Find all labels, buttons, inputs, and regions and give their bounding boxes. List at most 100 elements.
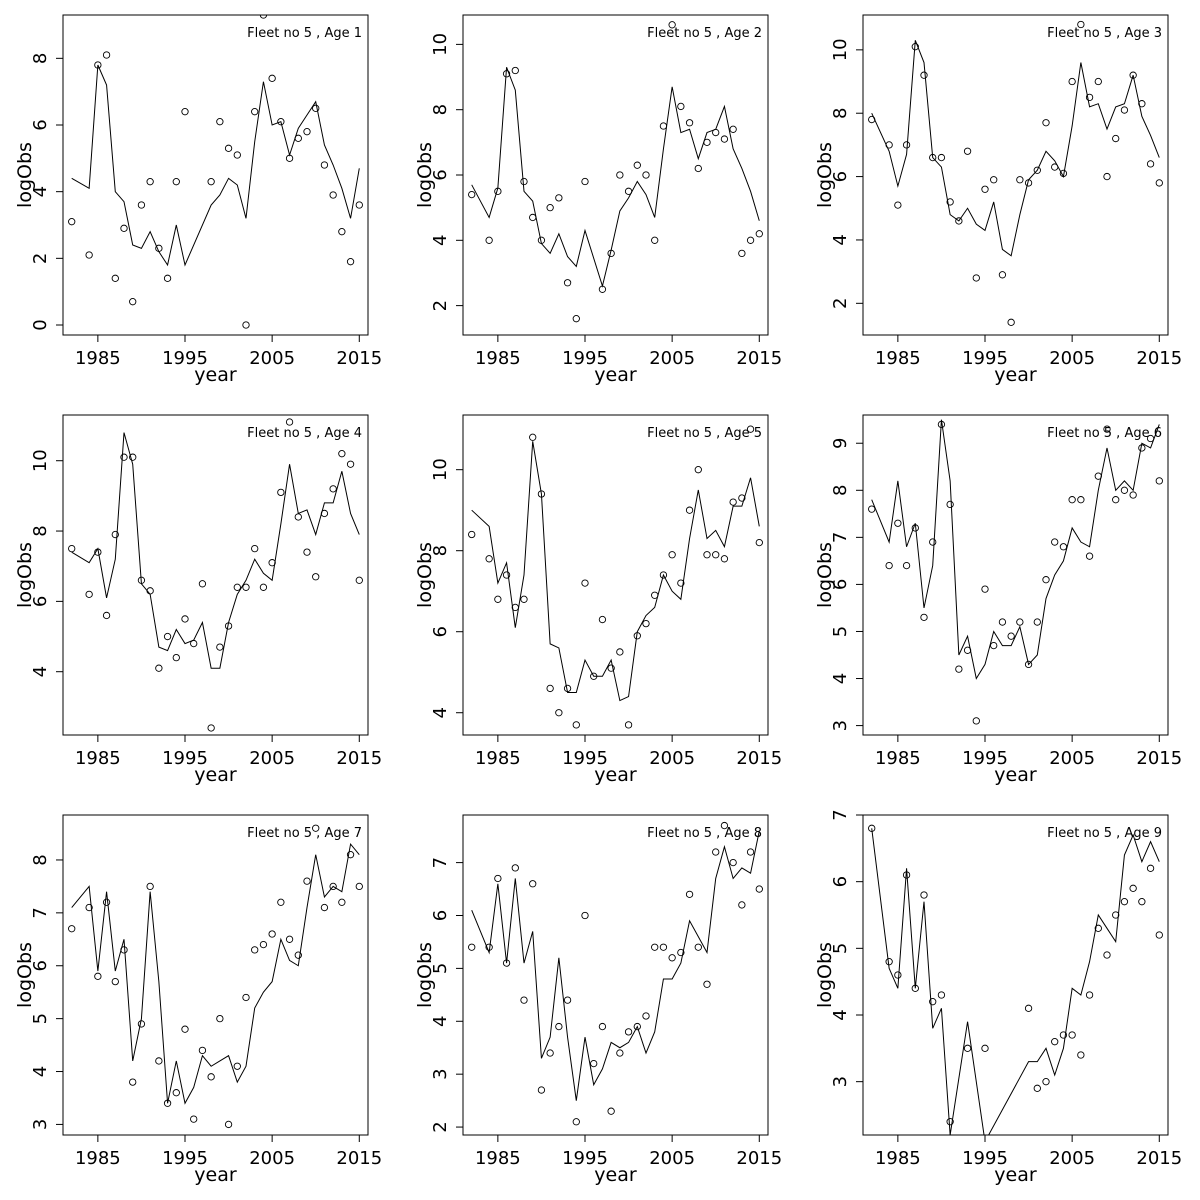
- observation-point: [581, 911, 589, 920]
- observation-point: [338, 898, 346, 906]
- observation-point: [1051, 163, 1059, 171]
- observation-point: [468, 190, 476, 199]
- observation-point: [694, 466, 702, 474]
- observation-point: [242, 321, 250, 329]
- plot-box: [862, 414, 1169, 736]
- observation-point: [738, 494, 746, 502]
- observation-point: [172, 178, 180, 186]
- observation-point: [468, 943, 476, 951]
- data-layer: [68, 15, 363, 329]
- data-layer: [468, 425, 763, 729]
- y-axis-label: logObs: [14, 142, 36, 208]
- y-tick-label: 4: [30, 1066, 51, 1077]
- observation-point: [129, 453, 137, 461]
- y-tick-label: 3: [30, 1119, 51, 1130]
- observation-point: [598, 615, 607, 624]
- observation-point: [129, 1078, 137, 1086]
- panel-2: 1985 1995 2005 2015 2 4 6 8 10 Fleet no 5 , Age …: [414, 14, 782, 386]
- observation-point: [937, 153, 946, 162]
- x-tick-label: 2015: [336, 1148, 382, 1169]
- observation-point: [642, 619, 650, 628]
- observation-point: [312, 104, 320, 112]
- x-tick-label: 1995: [962, 748, 1008, 769]
- axes-layer: 1985 1995 2005 2015 0 2 4 6 8: [30, 53, 382, 369]
- fitted-line: [71, 842, 360, 1105]
- observation-point: [624, 187, 633, 195]
- observation-point: [511, 603, 519, 612]
- observation-point: [216, 118, 224, 126]
- y-tick-label: 10: [430, 458, 451, 481]
- observation-point: [251, 108, 259, 116]
- y-axis-label: logObs: [414, 142, 436, 208]
- observation-point: [981, 585, 989, 593]
- observation-point: [616, 171, 624, 179]
- x-tick-label: 1985: [875, 348, 921, 369]
- observation-point: [320, 903, 329, 912]
- panel-title: Fleet no 5 , Age 1: [247, 26, 362, 41]
- observation-point: [712, 128, 720, 137]
- axes-layer: 1985 1995 2005 2015 3 4 5 6 7 8 9: [830, 438, 1182, 769]
- observation-point: [894, 201, 902, 209]
- observation-point: [651, 591, 659, 599]
- panel-3: 1985 1995 2005 2015 2 4 6 8 10 Fleet no 5 , Age …: [814, 14, 1182, 386]
- observation-point: [216, 1014, 224, 1023]
- observation-point: [1033, 1084, 1041, 1092]
- x-tick-label: 2015: [1136, 1148, 1182, 1169]
- observation-point: [590, 1059, 598, 1068]
- data-layer: [68, 824, 363, 1129]
- x-tick-label: 2005: [249, 748, 295, 769]
- y-tick-label: 4: [430, 1016, 451, 1027]
- observation-point: [233, 583, 241, 591]
- observation-point: [885, 141, 893, 149]
- observation-point: [259, 940, 268, 949]
- x-axis-label: year: [594, 1164, 637, 1186]
- observation-point: [259, 15, 268, 19]
- y-tick-label: 6: [830, 876, 851, 887]
- panel-4: 1985 1995 2005 2015 4 6 8 10 Fleet no 5 , Age 4…: [14, 414, 382, 786]
- x-tick-label: 1995: [562, 748, 608, 769]
- observation-point: [1068, 496, 1076, 504]
- observation-point: [198, 1046, 207, 1055]
- panel-title: Fleet no 5 , Age 6: [1047, 426, 1162, 441]
- x-tick-label: 1995: [162, 1148, 208, 1169]
- observation-point: [111, 530, 119, 539]
- observation-point: [998, 618, 1007, 626]
- y-tick-label: 6: [30, 960, 51, 971]
- plot-box: [462, 14, 769, 336]
- observation-point: [902, 561, 911, 570]
- observation-point: [102, 898, 111, 906]
- panel-1: 1985 1995 2005 2015 0 2 4 6 8 Fleet no 5 , Age 1…: [14, 14, 382, 386]
- x-tick-label: 1995: [162, 748, 208, 769]
- observation-point: [312, 573, 320, 581]
- observation-point: [1085, 991, 1094, 999]
- observation-point: [485, 236, 493, 244]
- x-tick-label: 1995: [962, 1148, 1008, 1169]
- observation-point: [520, 177, 528, 186]
- observation-point: [303, 128, 311, 136]
- x-tick-label: 2015: [336, 748, 382, 769]
- observation-point: [85, 251, 93, 259]
- y-tick-label: 8: [430, 104, 451, 115]
- observation-point: [911, 43, 919, 51]
- data-layer: [868, 824, 1163, 1135]
- observation-point: [972, 717, 980, 725]
- observation-point: [1138, 100, 1146, 108]
- observation-point: [320, 509, 329, 518]
- observation-point: [355, 576, 363, 584]
- observation-point: [511, 864, 519, 872]
- observation-point: [277, 118, 285, 126]
- observation-point: [703, 138, 711, 147]
- observation-point: [303, 548, 311, 556]
- observation-point: [537, 1086, 546, 1094]
- observation-point: [868, 824, 876, 832]
- y-tick-label: 4: [30, 666, 51, 677]
- observation-point: [668, 21, 676, 29]
- y-axis-label: logObs: [814, 142, 836, 208]
- observation-point: [712, 848, 720, 856]
- y-tick-label: 10: [30, 449, 51, 472]
- observation-point: [502, 959, 511, 967]
- observation-point: [911, 984, 919, 992]
- observation-point: [1129, 884, 1137, 892]
- observation-point: [555, 194, 563, 202]
